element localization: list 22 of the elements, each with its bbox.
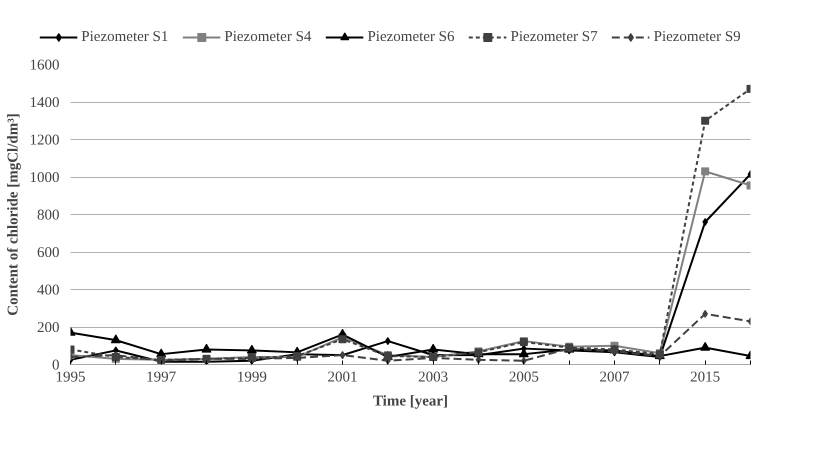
y-tick-label: 1400 [30,95,60,111]
legend-label: Piezometer S1 [81,28,168,46]
x-tick-label: 1999 [236,370,267,386]
y-tick-label: 1600 [30,58,60,74]
x-tick-label: 1997 [146,370,177,386]
x-tick-label: 2003 [418,370,448,386]
x-tick-label: 2005 [508,370,539,386]
legend-label: Piezometer S4 [224,28,312,46]
y-tick-label: 600 [37,245,60,261]
legend-label: Piezometer S7 [510,28,598,46]
x-tick-label: 2007 [600,370,630,386]
y-tick-label: 800 [37,208,60,224]
y-tick-label: 400 [37,282,60,298]
legend-label: Piezometer S9 [654,28,741,46]
y-tick-label: 200 [37,320,60,336]
x-tick-label: 2001 [328,370,358,386]
y-axis-title: Content of chloride [mgCl/dm³] [6,113,22,316]
y-tick-label: 1200 [30,132,60,148]
legend-label: Piezometer S6 [367,28,455,46]
y-tick-label: 1000 [30,170,60,186]
x-tick-label: 2015 [690,370,720,386]
x-axis-title: Time [year] [372,394,448,410]
